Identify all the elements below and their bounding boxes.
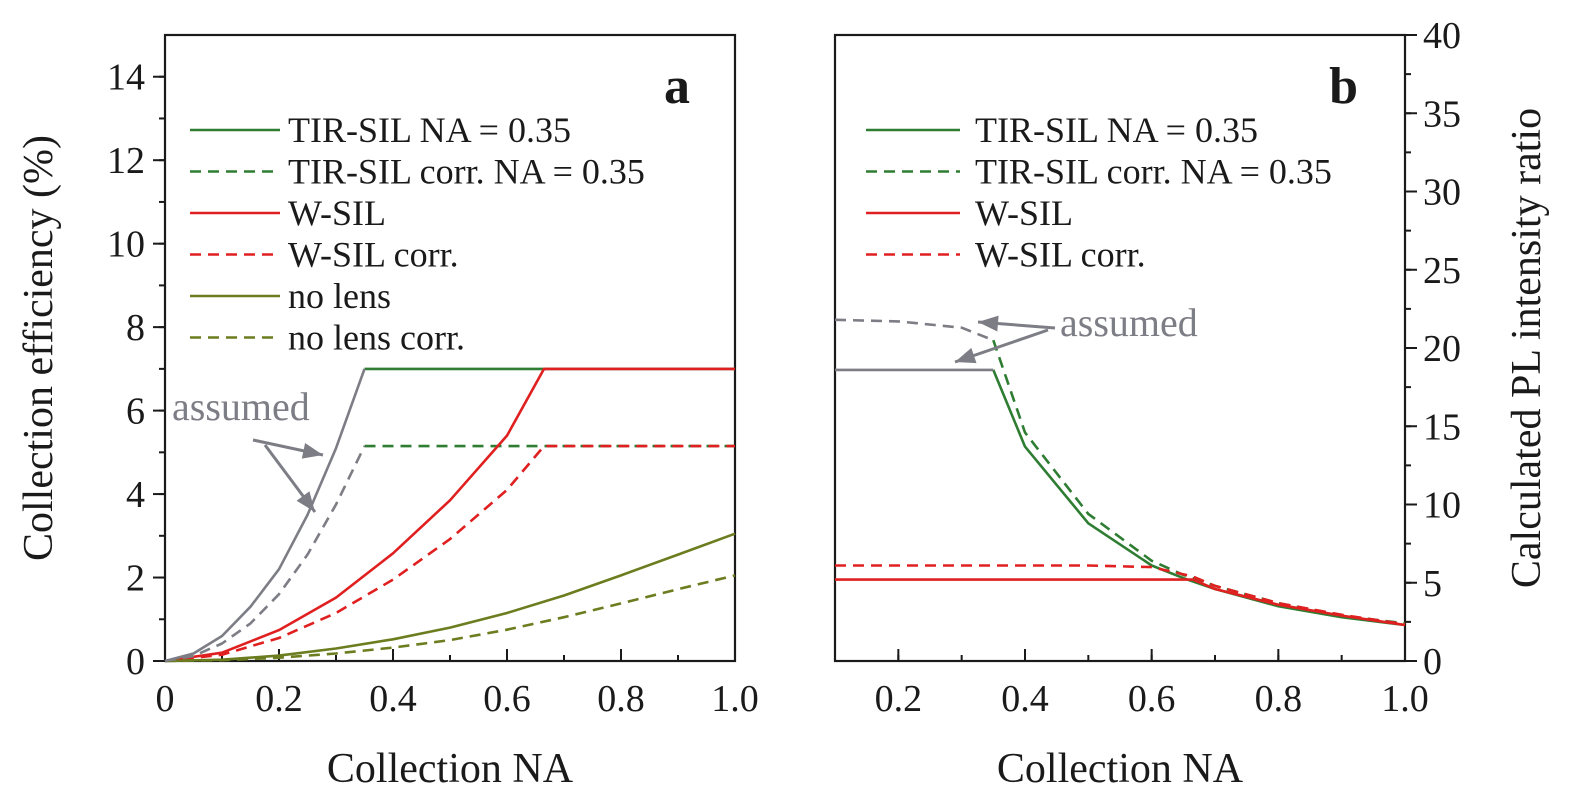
legend-label: no lens: [288, 276, 391, 316]
x-tick-label: 0: [156, 678, 175, 720]
y-tick-label: 2: [126, 558, 145, 600]
y-tick-label: 20: [1423, 328, 1461, 370]
series-line: [992, 369, 1406, 627]
y-tick-label: 40: [1423, 15, 1461, 57]
y-tick-label: 0: [126, 641, 145, 683]
y-tick-label: 15: [1423, 406, 1461, 448]
annotation-label: assumed: [172, 384, 310, 429]
x-tick-label: 0.2: [255, 678, 303, 720]
series-line: [164, 574, 736, 663]
legend-label: TIR-SIL NA = 0.35: [288, 110, 571, 150]
y-tick-label: 6: [126, 391, 145, 433]
panel-tag: a: [664, 58, 690, 115]
legend-label: no lens corr.: [288, 318, 465, 358]
legend-label: W-SIL corr.: [288, 235, 459, 275]
y-tick-label: 35: [1423, 93, 1461, 135]
series-line-assumed: [834, 318, 994, 342]
y-tick-label: 30: [1423, 172, 1461, 214]
x-tick-label: 1.0: [711, 678, 759, 720]
series-line-assumed: [164, 368, 366, 663]
legend-label: TIR-SIL NA = 0.35: [975, 110, 1258, 150]
annotation-arrow-head: [296, 491, 315, 512]
y-tick-label: 4: [126, 474, 145, 516]
panel-b: 0.2 0.4 0.6 0.8 1.00 5 10 15 20 25 30 35 40 Collectio…: [833, 15, 1550, 792]
x-tick-label: 1.0: [1381, 678, 1429, 720]
series-line: [164, 367, 735, 663]
annotation-label: assumed: [1060, 300, 1198, 345]
legend-label: W-SIL corr.: [975, 235, 1146, 275]
annotation-arrow-head: [301, 443, 323, 459]
y-tick-label: 5: [1423, 563, 1442, 605]
legend-label: TIR-SIL corr. NA = 0.35: [288, 152, 645, 192]
series-line: [835, 564, 1406, 626]
x-tick-label: 0.4: [369, 678, 417, 720]
annotation-arrow-head: [955, 347, 977, 364]
annotation-arrow-head: [978, 315, 999, 332]
legend-label: W-SIL: [288, 193, 386, 233]
y-tick-label: 0: [1423, 641, 1442, 683]
y-tick-label: 25: [1423, 250, 1461, 292]
y-tick-label: 10: [107, 224, 145, 266]
series-line: [835, 578, 1406, 627]
x-tick-label: 0.8: [1255, 678, 1303, 720]
y-tick-label: 12: [107, 140, 145, 182]
panel-a: 0 0.2 0.4 0.6 0.8 1.0 0 2 4 6 8 10 12 14 Collection NA…: [16, 33, 759, 792]
y-axis-label: Calculated PL intensity ratio: [1504, 108, 1550, 588]
y-axis-label: Collection efficiency (%): [16, 135, 62, 561]
series-line: [164, 444, 735, 663]
y-tick-label: 14: [107, 57, 145, 99]
legend-label: TIR-SIL corr. NA = 0.35: [975, 152, 1332, 192]
x-axis-label: Collection NA: [997, 746, 1244, 792]
x-tick-label: 0.6: [1128, 678, 1176, 720]
x-tick-label: 0.2: [875, 678, 923, 720]
x-tick-label: 0.4: [1001, 678, 1049, 720]
x-tick-label: 0.6: [483, 678, 531, 720]
legend-label: W-SIL: [975, 193, 1073, 233]
y-tick-label: 8: [126, 307, 145, 349]
y-tick-label: 10: [1423, 485, 1461, 527]
x-axis-label: Collection NA: [327, 746, 574, 792]
series-line-assumed: [164, 445, 366, 663]
panel-tag: b: [1329, 58, 1358, 115]
series-line: [164, 532, 736, 663]
x-tick-label: 0.8: [597, 678, 645, 720]
